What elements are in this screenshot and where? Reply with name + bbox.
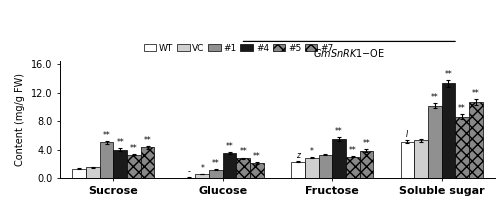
Bar	[346, 157, 360, 178]
Y-axis label: Content (mg/g FW): Content (mg/g FW)	[16, 73, 26, 166]
Text: *: *	[310, 147, 314, 156]
Bar	[414, 140, 428, 178]
Text: z: z	[296, 151, 300, 160]
Bar	[223, 153, 236, 178]
Text: **: **	[458, 104, 466, 113]
Text: **: **	[226, 142, 234, 151]
Bar	[442, 84, 455, 178]
Bar	[360, 151, 373, 178]
Text: **: **	[116, 138, 124, 147]
Bar	[236, 158, 250, 178]
Text: **: **	[253, 152, 261, 161]
Text: **: **	[103, 131, 110, 140]
Text: **: **	[212, 159, 220, 168]
Bar	[250, 163, 264, 178]
Text: **: **	[240, 148, 247, 156]
Text: **: **	[444, 70, 452, 79]
Bar	[86, 167, 100, 178]
Bar	[100, 142, 114, 178]
Bar	[291, 162, 305, 178]
Text: **: **	[431, 93, 438, 102]
Text: **: **	[144, 136, 152, 145]
Bar	[428, 105, 442, 178]
Bar	[400, 142, 414, 178]
Text: **: **	[362, 139, 370, 148]
Text: **: **	[130, 144, 138, 153]
Text: -: -	[188, 167, 190, 176]
Bar	[209, 170, 223, 178]
Text: I: I	[406, 130, 408, 139]
Bar	[127, 155, 141, 178]
Text: **: **	[472, 89, 480, 98]
Bar	[72, 169, 86, 178]
Text: **: **	[349, 146, 356, 155]
Bar	[305, 158, 318, 178]
Text: **: **	[335, 127, 343, 136]
Text: $Gm$$\it{SnRK1}$$\mathrm{-OE}$: $Gm$$\it{SnRK1}$$\mathrm{-OE}$	[313, 47, 386, 59]
Bar	[318, 155, 332, 178]
Bar	[196, 174, 209, 178]
Bar	[332, 139, 346, 178]
Bar	[469, 102, 482, 178]
Bar	[455, 117, 469, 178]
Bar	[114, 150, 127, 178]
Legend: WT, VC, #1, #4, #5, #7: WT, VC, #1, #4, #5, #7	[143, 43, 334, 54]
Bar	[141, 147, 154, 178]
Text: *: *	[200, 164, 204, 173]
